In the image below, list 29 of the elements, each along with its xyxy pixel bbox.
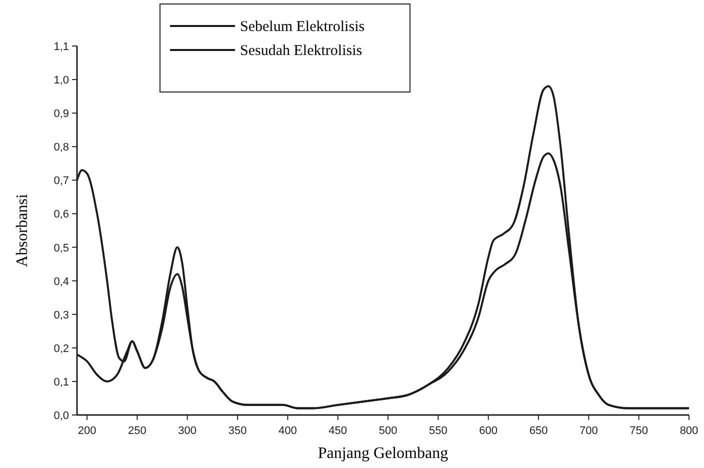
x-tick-label: 300: [178, 425, 197, 437]
y-tick-label: 0,3: [54, 309, 69, 322]
y-tick-label: 0,6: [54, 208, 69, 221]
x-tick-label: 550: [429, 425, 448, 437]
y-axis-title: Absorbansi: [14, 194, 31, 267]
legend-label: Sebelum Elektrolisis: [240, 19, 365, 35]
x-tick-label: 250: [128, 425, 146, 437]
x-tick-label: 800: [680, 425, 698, 437]
y-tick-label: 1,0: [54, 74, 69, 87]
x-tick-label: 400: [278, 425, 297, 437]
x-tick-label: 600: [479, 425, 498, 437]
y-tick-label: 0,8: [54, 142, 69, 154]
y-tick-label: 0,2: [54, 342, 69, 355]
x-tick-label: 350: [228, 425, 247, 437]
x-axis-title: Panjang Gelombang: [318, 445, 448, 462]
x-tick-label: 500: [378, 425, 398, 437]
x-tick-label: 200: [78, 425, 96, 437]
legend-label: Sesudah Elektrolisis: [240, 43, 362, 59]
x-tick-label: 700: [579, 425, 598, 437]
y-tick-label: 0,0: [54, 410, 69, 422]
y-tick-label: 1,1: [54, 41, 69, 53]
x-tick-label: 650: [529, 425, 548, 437]
y-tick-label: 0,4: [54, 276, 69, 288]
y-tick-label: 0,9: [54, 108, 69, 120]
y-tick-label: 0,7: [54, 175, 69, 188]
y-tick-label: 0,5: [54, 242, 69, 254]
x-tick-label: 750: [630, 425, 648, 437]
x-tick-label: 450: [328, 425, 348, 437]
y-tick-label: 0,1: [54, 376, 69, 388]
